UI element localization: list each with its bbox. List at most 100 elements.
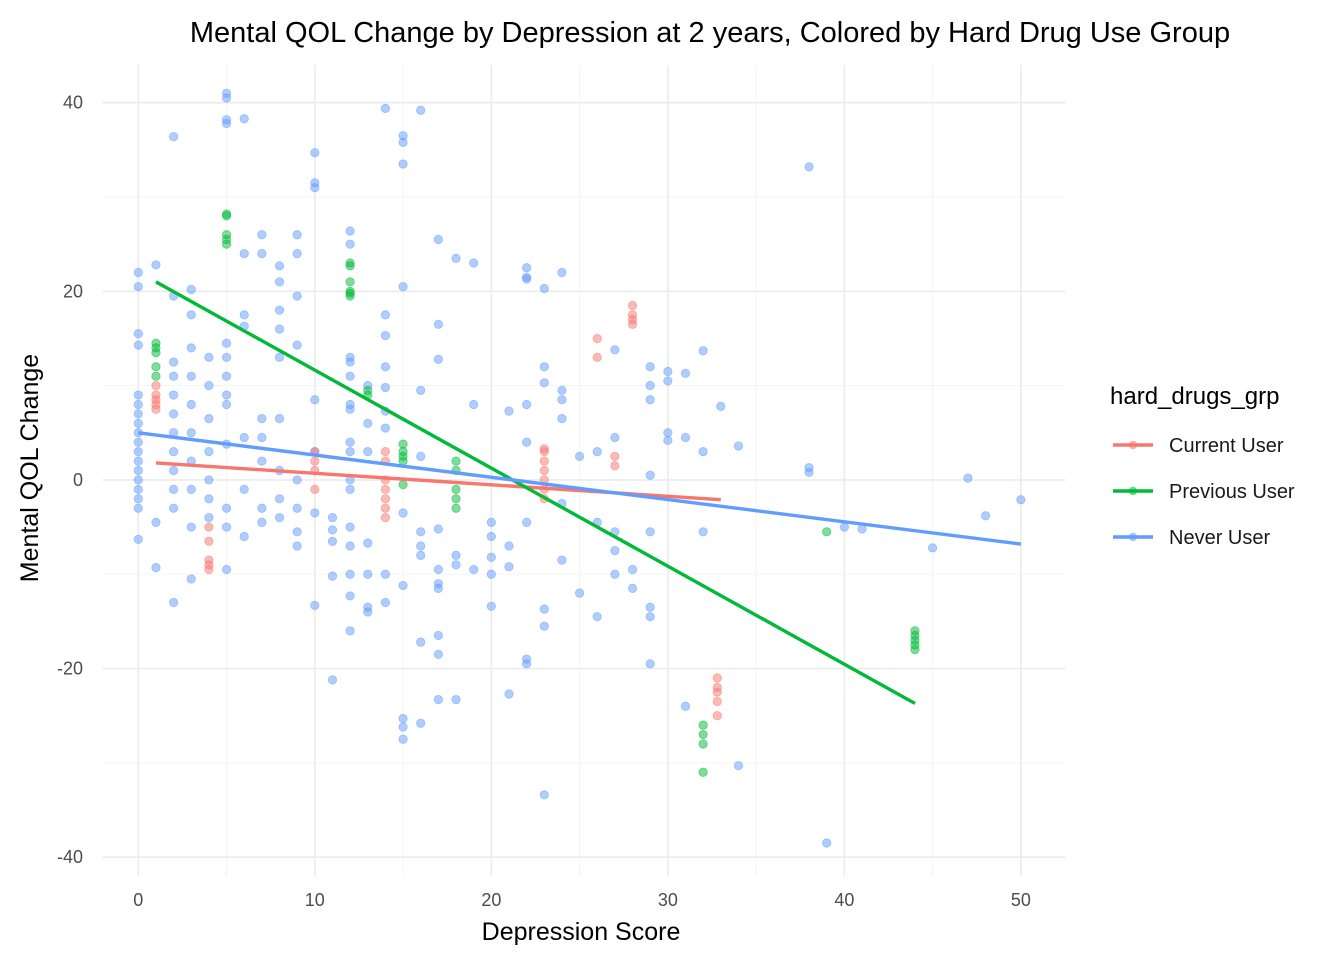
data-point [310,395,320,405]
data-point [380,310,391,320]
data-point [221,564,232,575]
y-tick-label: -20 [57,659,83,679]
x-tick-label: 20 [481,890,501,910]
data-point [133,465,143,476]
data-point [345,541,355,551]
legend-key-point [1128,486,1138,496]
data-point [539,362,549,372]
data-point [712,673,722,683]
data-point [733,441,744,451]
data-point [712,687,722,697]
data-point [274,352,285,362]
data-point [380,513,391,523]
data-point [310,600,320,610]
data-point [204,536,214,546]
data-point [504,406,514,416]
data-point [133,418,143,428]
data-point [610,451,620,461]
data-point [292,230,302,240]
data-point [133,399,143,410]
data-point [486,552,496,562]
data-point [186,522,196,532]
data-point [257,230,267,240]
data-point [169,132,179,142]
data-point [310,182,320,193]
data-point [327,525,338,535]
data-point [133,390,143,400]
data-point [345,357,355,367]
data-point [239,114,249,124]
data-point [151,260,161,270]
data-point [310,148,320,158]
data-point [380,382,391,393]
data-point [151,381,161,391]
y-axis-title: Mental QOL Change [16,354,44,582]
data-point [698,729,708,740]
data-point [239,531,249,542]
data-point [539,447,549,457]
data-point [680,701,691,711]
data-point [539,790,549,800]
data-point [221,211,232,221]
data-point [380,597,391,608]
data-point [522,659,532,669]
data-point [398,734,408,744]
data-point [627,319,638,329]
data-point [645,470,655,480]
series-points-never-user [133,88,1026,848]
data-point [363,447,373,457]
data-point [239,432,249,443]
data-point [292,291,302,301]
data-point [221,93,232,103]
data-point [627,300,638,311]
data-point [451,550,461,560]
data-point [133,282,143,292]
data-point [292,475,302,485]
data-point [416,550,426,560]
data-point [345,569,355,579]
data-point [645,395,655,405]
data-point [151,348,161,358]
data-point [169,409,179,419]
data-point [327,536,338,546]
data-point [557,385,567,395]
data-point [804,162,814,172]
data-point [645,612,655,622]
data-point [274,261,285,271]
data-point [274,324,285,334]
data-point [380,331,391,341]
data-point [451,456,461,466]
data-point [345,484,355,494]
data-point [204,447,214,457]
data-point [910,645,920,655]
data-point [380,447,391,457]
data-point [610,546,620,556]
data-point [345,447,355,457]
x-axis-title: Depression Score [482,918,681,946]
data-point [610,432,620,443]
data-point [592,447,602,457]
data-point [133,437,143,447]
data-point [433,354,443,364]
data-point [380,103,391,113]
data-point [451,253,461,263]
data-point [663,376,673,386]
data-point [363,418,373,428]
data-point [416,105,426,115]
fit-lines [138,280,1022,705]
data-point [186,399,196,410]
data-point [221,522,232,532]
data-point [522,437,532,447]
data-point [169,390,179,400]
data-point [204,494,214,504]
data-point [451,503,461,513]
data-point [274,513,285,523]
data-point [239,484,249,494]
data-point [186,371,196,381]
data-point [133,503,143,513]
data-point [557,414,567,424]
data-point [345,226,355,236]
data-point [839,522,849,532]
data-point [433,649,443,659]
data-point [574,588,585,598]
